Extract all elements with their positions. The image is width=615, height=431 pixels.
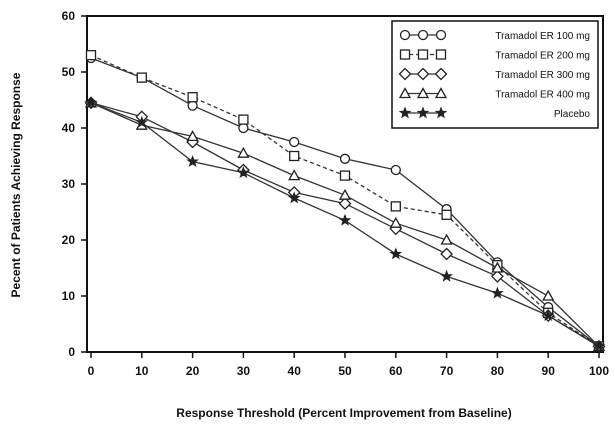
- y-tick-label: 40: [62, 121, 76, 135]
- data-point: [389, 247, 403, 260]
- legend-marker: [435, 29, 447, 41]
- legend-marker: [399, 49, 411, 60]
- legend-marker: [416, 106, 430, 119]
- x-tick-label: 10: [135, 364, 149, 378]
- data-point: [237, 166, 250, 179]
- legend-label: Tramadol ER 200 mg: [495, 51, 590, 62]
- y-tick-label: 20: [62, 233, 76, 247]
- x-tick-label: 70: [440, 364, 454, 378]
- data-point: [238, 114, 249, 125]
- x-tick-label: 0: [88, 364, 95, 378]
- x-tick-label: 50: [338, 364, 352, 378]
- data-point: [339, 170, 351, 181]
- legend-label: Tramadol ER 400 mg: [495, 90, 590, 101]
- data-point: [491, 286, 504, 299]
- legend-marker: [399, 29, 411, 41]
- legend-marker: [417, 29, 429, 41]
- data-point: [135, 115, 149, 128]
- data-point: [338, 188, 352, 200]
- legend-label: Placebo: [554, 109, 591, 120]
- data-point: [491, 261, 504, 273]
- data-point: [390, 164, 401, 176]
- data-point: [85, 50, 97, 61]
- x-axis-title: Response Threshold (Percent Improvement …: [176, 406, 511, 420]
- series-triangle: [84, 96, 606, 352]
- legend-marker: [416, 67, 430, 81]
- x-tick-label: 100: [589, 364, 609, 378]
- data-point: [338, 213, 352, 226]
- data-point: [542, 289, 555, 301]
- x-tick-label: 40: [288, 364, 302, 378]
- series-line: [90, 102, 600, 347]
- data-point: [490, 269, 504, 283]
- y-tick-label: 0: [68, 345, 75, 359]
- data-point: [541, 308, 555, 321]
- y-axis-title: Pecent of Patients Achieving Response: [9, 72, 23, 297]
- x-tick-label: 20: [186, 364, 200, 378]
- y-tick-label: 30: [62, 177, 76, 191]
- legend-marker: [434, 106, 448, 119]
- legend: Tramadol ER 100 mg Tramadol ER 200 mg Tram…: [391, 20, 599, 129]
- data-point: [287, 191, 301, 204]
- legend-marker: [398, 106, 412, 119]
- data-point: [389, 216, 402, 228]
- legend-label: Tramadol ER 100 mg: [495, 31, 590, 42]
- data-point: [84, 96, 98, 109]
- data-point: [440, 247, 454, 261]
- data-point: [187, 92, 198, 103]
- legend-marker: [434, 87, 448, 99]
- legend-marker: [398, 87, 412, 99]
- series-star: [84, 96, 606, 352]
- data-point: [390, 201, 401, 212]
- data-point: [440, 269, 453, 282]
- data-point: [186, 130, 199, 142]
- legend-marker: [416, 87, 430, 99]
- data-point: [288, 169, 301, 181]
- x-tick-label: 90: [542, 364, 556, 378]
- series-line: [90, 102, 600, 347]
- data-point: [238, 122, 249, 134]
- x-tick-label: 30: [237, 364, 251, 378]
- data-point: [187, 100, 198, 111]
- data-point: [339, 153, 351, 164]
- x-tick-label: 80: [491, 364, 505, 378]
- data-point: [592, 339, 606, 352]
- legend-marker: [435, 49, 447, 60]
- y-tick-label: 10: [62, 289, 76, 303]
- data-point: [186, 154, 199, 167]
- series-diamond: [84, 96, 606, 353]
- y-tick-label: 60: [62, 9, 76, 23]
- data-point: [237, 146, 250, 158]
- legend-marker: [417, 49, 429, 60]
- data-point: [136, 72, 147, 83]
- series-line: [90, 102, 600, 347]
- legend-marker: [434, 67, 448, 81]
- data-point: [441, 209, 452, 220]
- legend-marker: [398, 67, 412, 81]
- y-tick-label: 50: [62, 65, 76, 79]
- data-point: [289, 150, 300, 162]
- x-tick-label: 60: [389, 364, 403, 378]
- data-point: [440, 233, 453, 245]
- legend-label: Tramadol ER 300 mg: [495, 70, 590, 81]
- data-point: [289, 136, 300, 148]
- plot-area: 0 10 20 30 40 50 60 70 80 90 100 0 10 20 30 40 50 60: [62, 9, 610, 378]
- data-point: [338, 197, 352, 211]
